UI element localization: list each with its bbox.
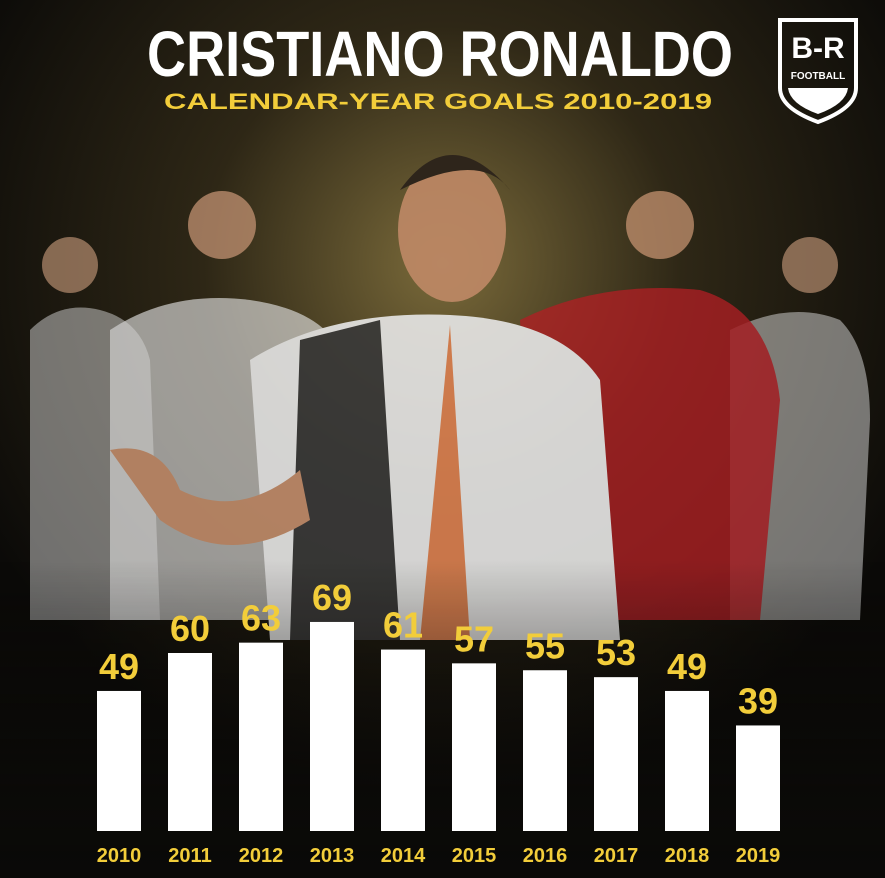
x-tick-label: 2018 [665,845,710,867]
value-label: 57 [454,618,494,659]
logo-sub: FOOTBALL [791,71,845,82]
value-label: 60 [170,608,210,649]
logo: B-R FOOTBALL [778,18,858,125]
value-label: 49 [667,646,707,687]
x-tick-label: 2019 [736,845,781,867]
value-label: 61 [383,605,423,646]
bar [239,642,283,831]
x-tick-label: 2015 [452,845,497,867]
bar [736,725,780,831]
subtitle: CALENDAR-YEAR GOALS 2010-2019 [164,89,712,114]
value-label: 39 [738,680,778,721]
x-tick-label: 2010 [97,845,142,867]
bar [168,653,212,831]
bar [665,690,709,831]
bar [594,677,638,831]
x-tick-label: 2012 [239,845,284,867]
value-label: 63 [241,598,281,639]
bar [381,649,425,831]
value-label: 49 [99,646,139,687]
x-tick-label: 2011 [168,845,211,867]
value-label: 55 [525,625,565,666]
bar [523,670,567,831]
title: CRISTIANO RONALDO [147,18,733,90]
plot: 49 2010 60 2011 63 2012 69 2013 61 2014 57 2015 55 20… [97,577,781,867]
bar [310,621,354,831]
bar [97,690,141,831]
x-tick-label: 2016 [523,845,568,867]
logo-mark: B-R [791,32,845,65]
bar [452,663,496,831]
x-tick-label: 2017 [594,845,639,867]
value-label: 53 [596,632,636,673]
x-tick-label: 2014 [381,845,426,867]
value-label: 69 [312,577,352,618]
x-tick-label: 2013 [310,845,355,867]
